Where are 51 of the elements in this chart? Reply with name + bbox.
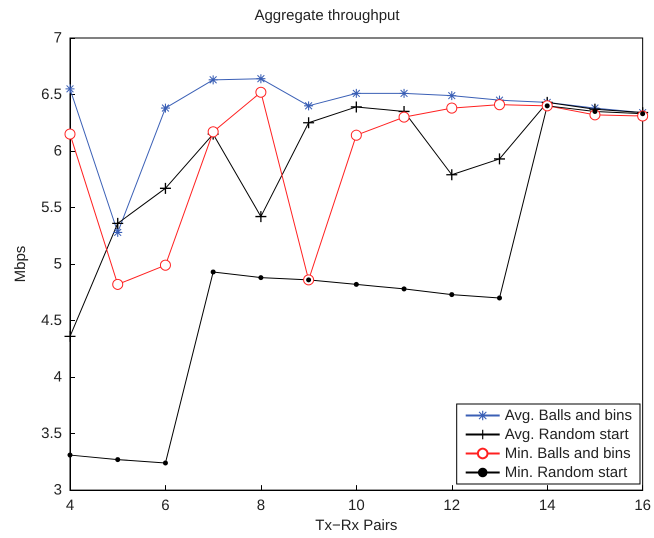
y-tick-label: 3.5 bbox=[41, 425, 62, 442]
point bbox=[258, 275, 264, 280]
point bbox=[115, 457, 120, 462]
legend-label: Avg. Random start bbox=[504, 426, 630, 443]
point bbox=[255, 211, 266, 222]
point bbox=[494, 99, 505, 110]
x-tick-label: 8 bbox=[256, 497, 266, 514]
y-tick-label: 4 bbox=[54, 368, 62, 386]
point bbox=[162, 460, 168, 466]
y-axis-title: Mbps bbox=[12, 246, 29, 282]
point bbox=[210, 269, 216, 274]
point bbox=[64, 330, 76, 342]
point bbox=[160, 260, 171, 271]
point bbox=[402, 286, 407, 292]
legend-label: Avg. Balls and bins bbox=[504, 407, 632, 424]
point bbox=[68, 452, 72, 458]
y-tick-label: 4.5 bbox=[41, 312, 62, 330]
legend-label: Min. Random start bbox=[504, 464, 628, 481]
point bbox=[449, 292, 454, 298]
point bbox=[255, 86, 266, 98]
x-tick-label: 6 bbox=[161, 497, 170, 514]
x-tick-label: 4 bbox=[66, 497, 74, 514]
point bbox=[592, 108, 598, 114]
point bbox=[350, 101, 362, 112]
point bbox=[208, 126, 219, 138]
y-tick-label: 3 bbox=[54, 482, 62, 499]
point bbox=[112, 278, 124, 290]
y-tick-label: 7 bbox=[54, 30, 62, 46]
point bbox=[398, 112, 410, 123]
point bbox=[112, 218, 124, 229]
y-tick-label: 5.5 bbox=[41, 199, 62, 216]
y-tick-label: 6 bbox=[54, 142, 62, 160]
point bbox=[354, 282, 359, 287]
point bbox=[113, 228, 122, 237]
x-axis-title: Tx−Rx Pairs bbox=[315, 517, 398, 534]
point bbox=[497, 295, 502, 300]
point bbox=[446, 102, 458, 114]
x-tick-label: 16 bbox=[634, 497, 651, 514]
point bbox=[447, 91, 456, 100]
x-tick-label: 14 bbox=[538, 497, 556, 514]
point bbox=[446, 169, 458, 180]
legend-label: Min. Balls and bins bbox=[504, 445, 631, 462]
point bbox=[160, 182, 171, 194]
chart-title: Aggregate throughput bbox=[254, 7, 400, 24]
point bbox=[303, 117, 314, 128]
point bbox=[64, 128, 76, 140]
y-tick-label: 6.5 bbox=[41, 86, 62, 104]
point bbox=[350, 130, 362, 141]
y-tick-label: 5 bbox=[54, 256, 62, 273]
x-tick-label: 12 bbox=[443, 497, 460, 514]
x-tick-label: 10 bbox=[348, 497, 365, 514]
